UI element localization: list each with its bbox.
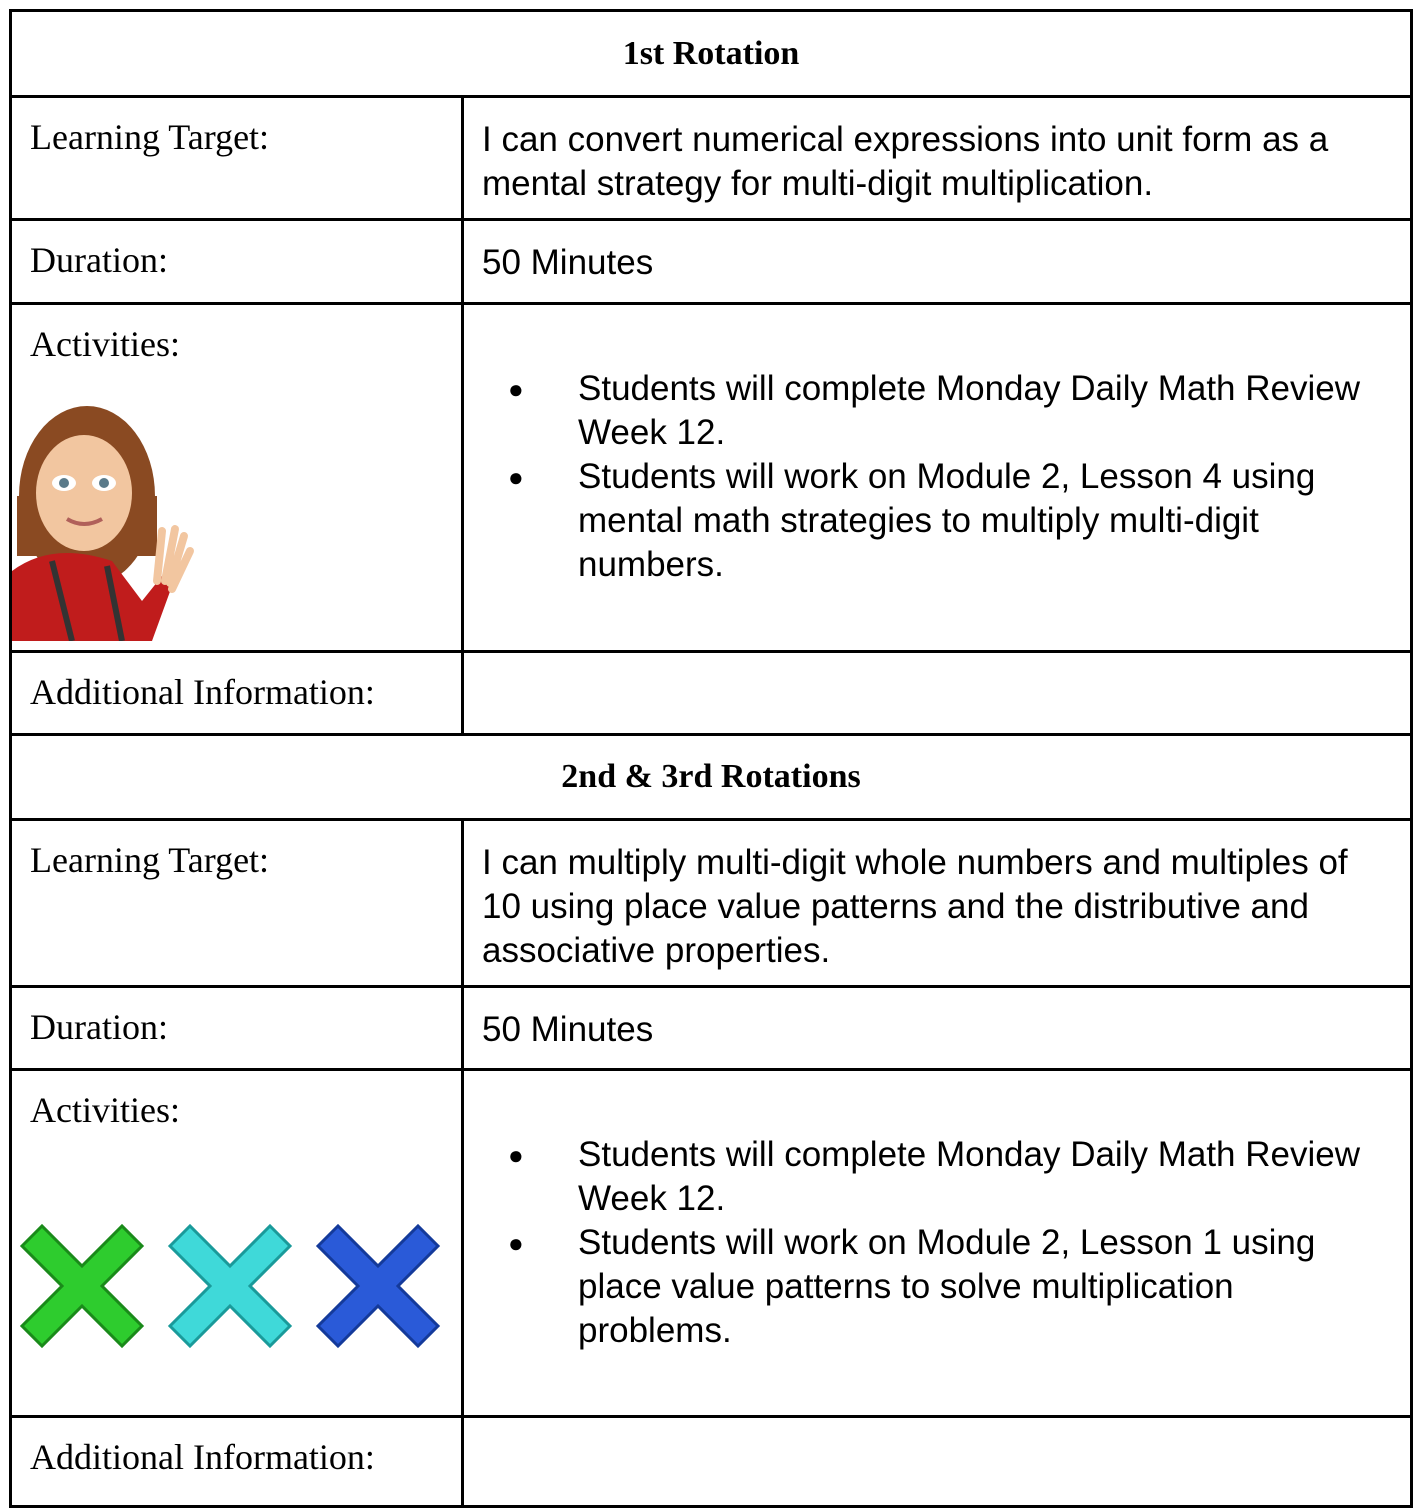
activities: Students will complete Monday Daily Math… xyxy=(461,1068,1413,1418)
activity-item: Students will work on Module 2, Lesson 4… xyxy=(508,455,1386,587)
activities: Students will complete Monday Daily Math… xyxy=(461,302,1413,653)
row-label: Learning Target: xyxy=(9,818,464,988)
row-text: I can convert numerical expressions into… xyxy=(461,95,1413,221)
row-text: 50 Minutes xyxy=(461,985,1413,1071)
row-label: Additional Information: xyxy=(9,650,464,736)
activities-cell: Activities: xyxy=(9,1068,464,1418)
row-text: I can multiply multi-digit whole numbers… xyxy=(461,818,1413,988)
row-text: 50 Minutes xyxy=(461,218,1413,305)
activities-cell: Activities: xyxy=(9,302,464,653)
row-label: Additional Information: xyxy=(9,1415,464,1508)
avatar xyxy=(12,406,194,641)
activity-item: Students will work on Module 2, Lesson 1… xyxy=(508,1221,1386,1353)
row-label: Activities: xyxy=(30,1090,180,1130)
x-icons xyxy=(19,1223,441,1349)
empty-cell xyxy=(461,650,1413,736)
row-label: Learning Target: xyxy=(9,95,464,221)
section-title: 1st Rotation xyxy=(9,9,1413,98)
activity-list: Students will complete Monday Daily Math… xyxy=(482,1133,1386,1353)
lesson-table: 1st Rotation Learning Target: I can conve… xyxy=(9,9,1413,1508)
row-label: Duration: xyxy=(9,985,464,1071)
activity-item: Students will complete Monday Daily Math… xyxy=(508,367,1386,455)
row-label: Activities: xyxy=(30,324,180,364)
activity-list: Students will complete Monday Daily Math… xyxy=(482,367,1386,587)
row-label: Duration: xyxy=(9,218,464,305)
empty-cell xyxy=(461,1415,1413,1508)
activity-item: Students will complete Monday Daily Math… xyxy=(508,1133,1386,1221)
section-title: 2nd & 3rd Rotations xyxy=(9,733,1413,821)
